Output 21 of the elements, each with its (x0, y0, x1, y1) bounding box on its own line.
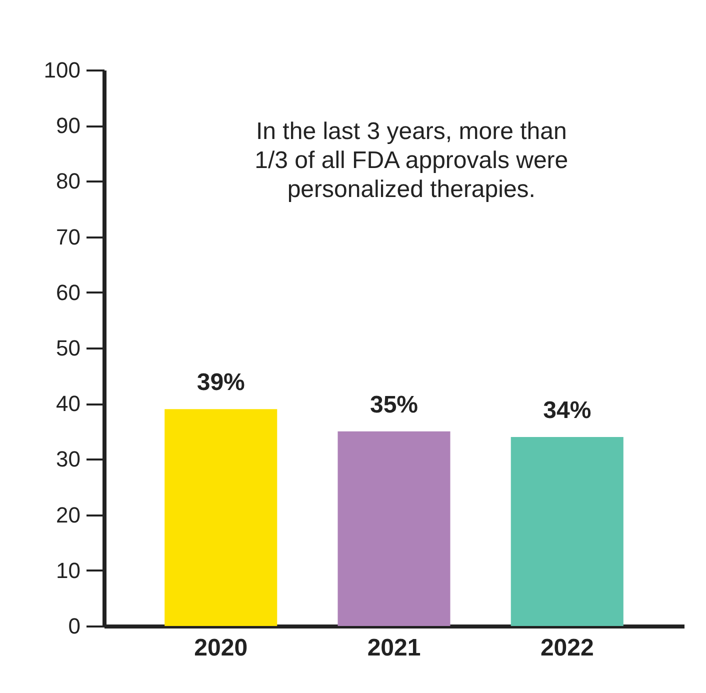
y-tick-label: 90 (56, 113, 80, 138)
x-tick-label: 2021 (367, 634, 421, 662)
x-tick-label: 2020 (194, 634, 248, 662)
annotation: In the last 3 years, more than 1/3 of all FDA approvals were personalized therapies. (254, 118, 568, 204)
x-tick-label: 2022 (540, 634, 594, 662)
data-label: 35% (370, 391, 418, 418)
y-tick-label: 30 (56, 446, 80, 472)
y-tick-label: 50 (56, 336, 80, 360)
y-tick-label: 10 (56, 558, 80, 583)
y-tick-label: 80 (56, 168, 80, 194)
y-tick-label: 70 (56, 224, 80, 250)
bar (164, 409, 278, 626)
bar (338, 431, 450, 626)
data-label: 39% (196, 369, 245, 396)
y-tick-label: 100 (44, 58, 80, 82)
bar (510, 436, 624, 626)
y-tick-label: 40 (56, 391, 80, 416)
y-tick-label: 60 (56, 280, 80, 305)
y-tick-label: 20 (56, 502, 80, 528)
y-tick-label: 0 (68, 614, 80, 638)
data-label: 34% (543, 396, 592, 424)
